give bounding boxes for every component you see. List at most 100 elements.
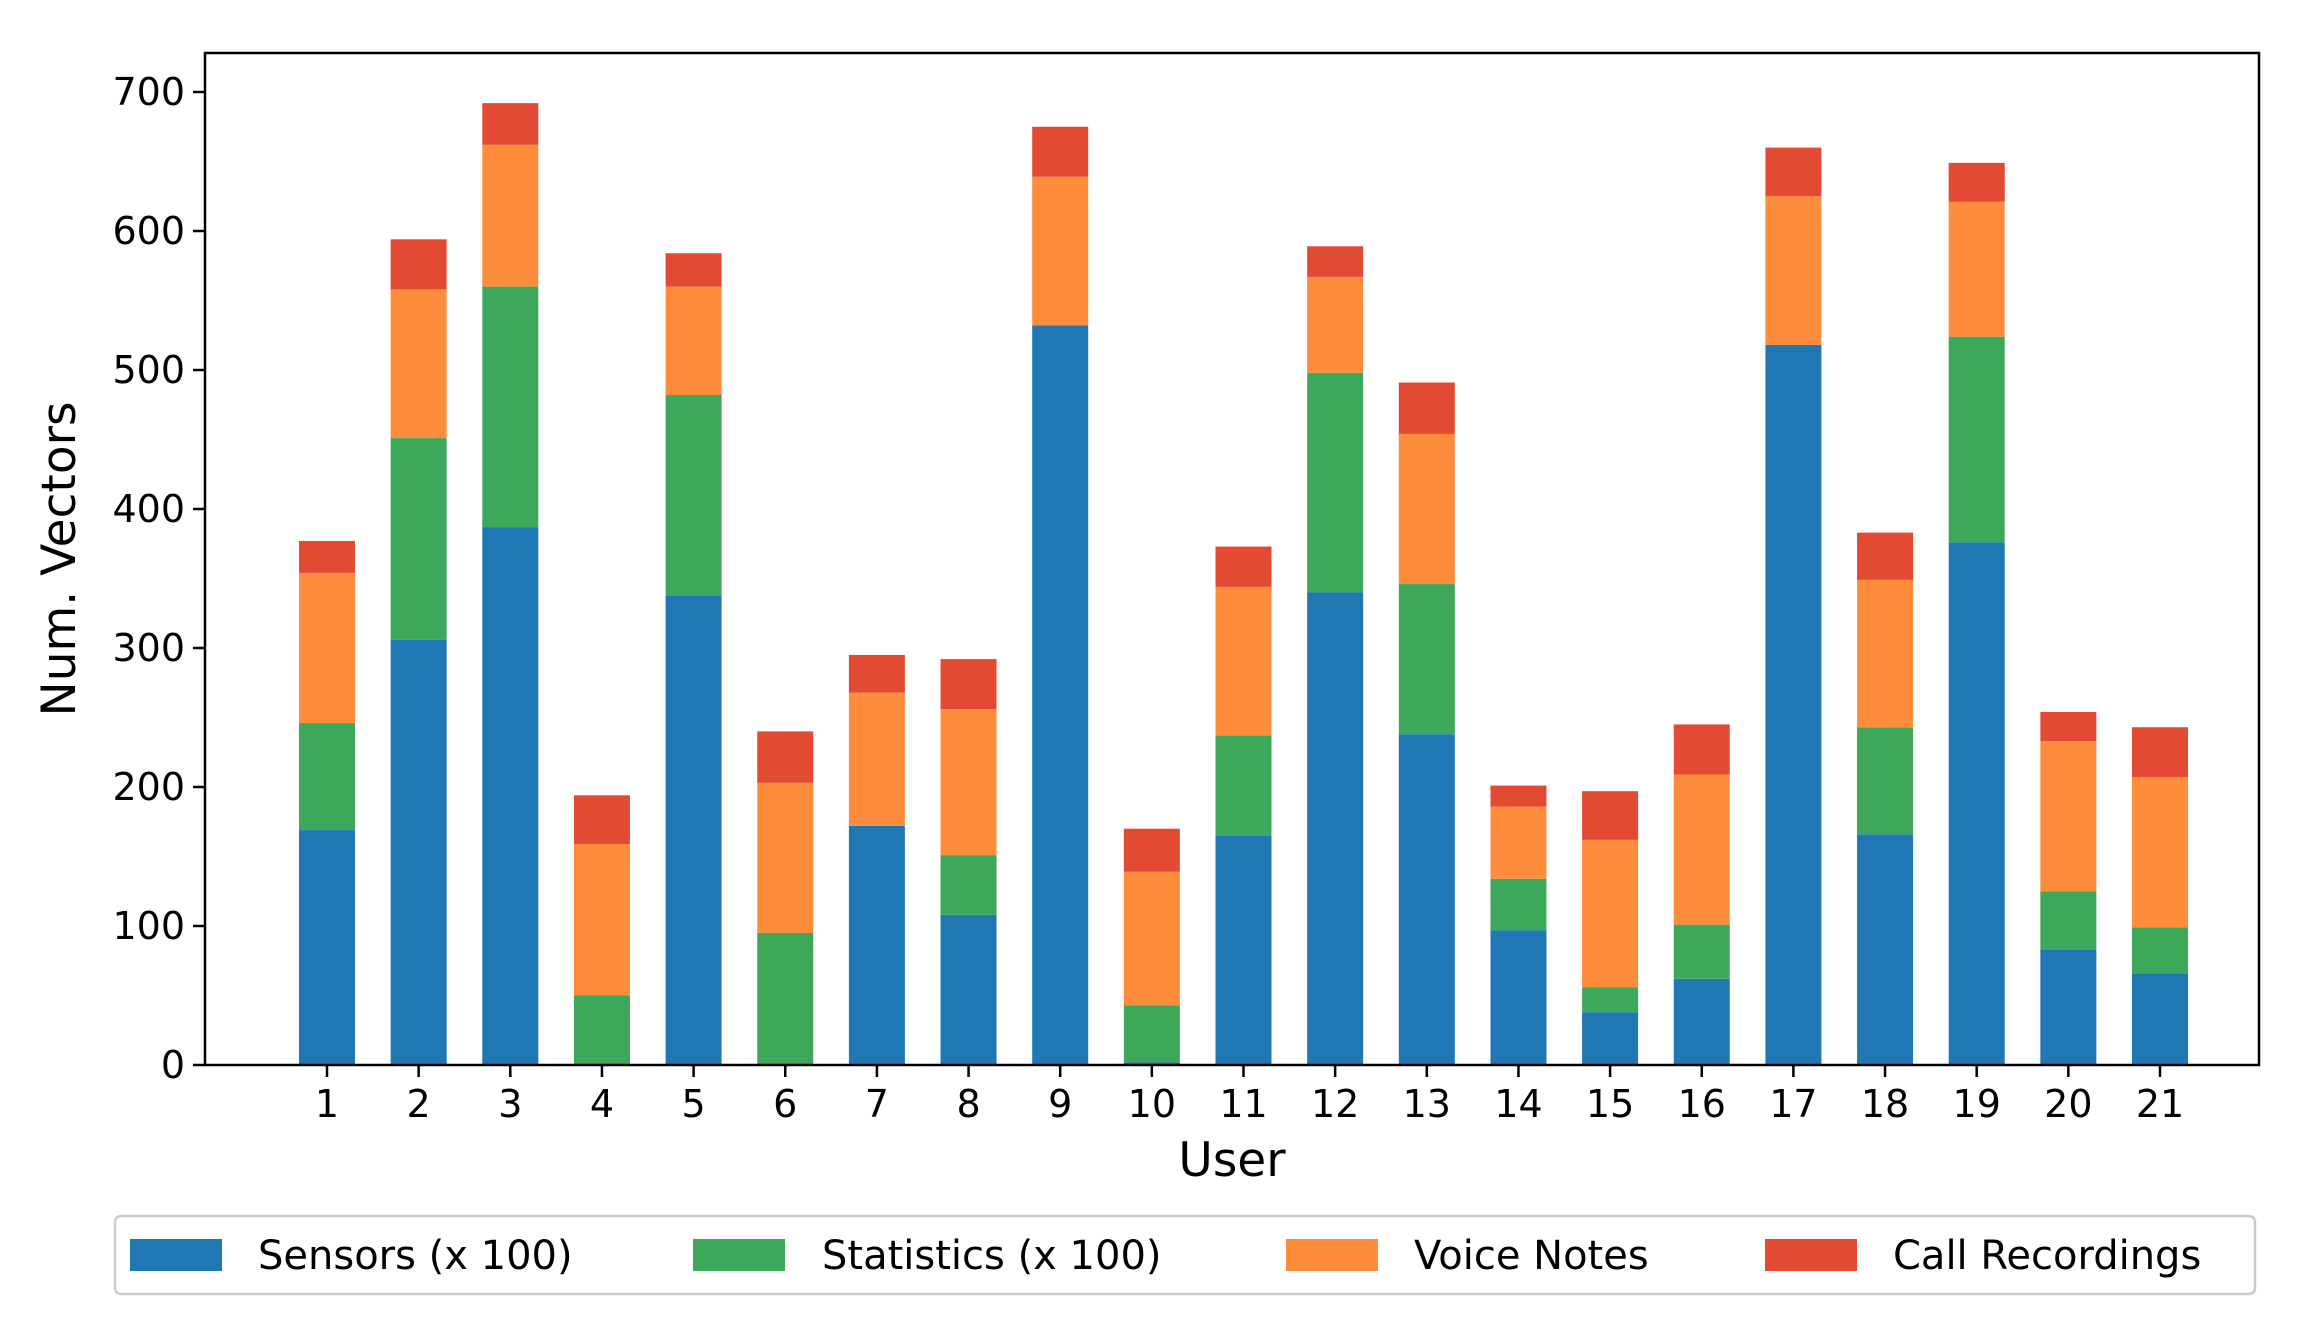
- bar-user-3-series-1: [482, 286, 539, 528]
- y-axis: 0 100 200 300 400 500 600 700: [112, 70, 205, 1087]
- bar-user-19-series-1: [1948, 336, 2005, 543]
- bar-user-8-series-0: [940, 914, 997, 1065]
- x-tick-label: 17: [1769, 1082, 1817, 1126]
- x-tick-label: 19: [1953, 1082, 2001, 1126]
- bar-user-9-series-2: [1032, 176, 1089, 326]
- bar-user-20-series-2: [2040, 741, 2097, 892]
- bar-user-11-series-3: [1215, 546, 1272, 587]
- bar-user-4-series-1: [573, 995, 630, 1065]
- legend-label-call-recordings: Call Recordings: [1893, 1233, 2201, 1279]
- bar-user-18-series-0: [1857, 834, 1914, 1065]
- x-tick-label: 2: [407, 1082, 431, 1126]
- bar-user-7-series-3: [848, 654, 905, 693]
- bar-user-3-series-3: [482, 103, 539, 145]
- bar-user-14-series-3: [1490, 785, 1547, 807]
- bar-user-19-series-0: [1948, 542, 2005, 1065]
- y-tick-label: 300: [112, 626, 185, 670]
- bar-user-12-series-2: [1307, 276, 1364, 373]
- bar-user-13-series-2: [1398, 433, 1455, 585]
- legend-label-voice-notes: Voice Notes: [1414, 1233, 1649, 1279]
- bar-user-16-series-3: [1673, 724, 1730, 775]
- x-tick-label: 20: [2044, 1082, 2092, 1126]
- y-axis-label: Num. Vectors: [32, 402, 87, 717]
- bar-user-21-series-1: [2132, 927, 2188, 974]
- bar-user-21-series-2: [2132, 777, 2188, 928]
- bar-user-16-series-2: [1673, 774, 1730, 925]
- bar-user-20-series-1: [2040, 891, 2097, 950]
- x-tick-label: 16: [1678, 1082, 1726, 1126]
- y-tick-label: 200: [112, 765, 185, 809]
- x-tick-label: 21: [2136, 1082, 2184, 1126]
- bar-user-20-series-0: [2040, 949, 2097, 1065]
- bar-user-18-series-1: [1857, 727, 1914, 835]
- bar-user-4-series-2: [573, 843, 630, 996]
- bar-user-8-series-3: [940, 659, 997, 710]
- bar-user-6-series-1: [757, 932, 814, 1065]
- bar-user-16-series-0: [1673, 978, 1730, 1065]
- bar-user-2-series-3: [390, 239, 447, 290]
- legend-swatch-call-recordings: [1765, 1239, 1857, 1271]
- bar-user-11-series-2: [1215, 586, 1272, 736]
- bar-user-13-series-1: [1398, 584, 1455, 735]
- bar-user-1-series-2: [299, 572, 355, 724]
- bar-user-12-series-1: [1307, 372, 1364, 593]
- legend-swatch-voice-notes: [1286, 1239, 1378, 1271]
- bar-user-15-series-2: [1582, 839, 1639, 988]
- bar-user-17-series-3: [1765, 147, 1822, 197]
- bar-user-3-series-2: [482, 144, 539, 287]
- bar-user-10-series-3: [1123, 828, 1180, 872]
- x-tick-label: 15: [1586, 1082, 1634, 1126]
- bar-user-19-series-2: [1948, 201, 2005, 337]
- x-tick-label: 3: [498, 1082, 522, 1126]
- bar-user-4-series-3: [573, 795, 630, 844]
- bar-user-17-series-2: [1765, 196, 1822, 345]
- x-tick-label: 14: [1494, 1082, 1542, 1126]
- bar-user-16-series-1: [1673, 924, 1730, 979]
- y-tick-label: 700: [112, 70, 185, 114]
- bar-user-15-series-0: [1582, 1012, 1639, 1065]
- x-tick-label: 1: [315, 1082, 339, 1126]
- x-tick-label: 8: [956, 1082, 980, 1126]
- bar-user-5-series-3: [665, 253, 722, 287]
- bar-user-12-series-0: [1307, 592, 1364, 1065]
- bar-user-18-series-3: [1857, 532, 1914, 580]
- legend-label-statistics: Statistics (x 100): [822, 1233, 1162, 1279]
- bar-user-21-series-3: [2132, 727, 2188, 778]
- bar-user-21-series-0: [2132, 973, 2188, 1065]
- bar-user-2-series-2: [390, 289, 447, 439]
- bar-user-8-series-1: [940, 855, 997, 915]
- x-axis: 1 2 3 4 5 6 7 8 9 10 11 12 13 14 15 16 17 18 19 20 21: [315, 1065, 2184, 1126]
- bar-user-12-series-3: [1307, 246, 1364, 277]
- bar-user-14-series-1: [1490, 878, 1547, 931]
- x-tick-label: 18: [1861, 1082, 1909, 1126]
- x-tick-label: 5: [682, 1082, 706, 1126]
- bar-user-15-series-3: [1582, 791, 1639, 840]
- x-tick-label: 7: [865, 1082, 889, 1126]
- y-tick-label: 500: [112, 348, 185, 392]
- x-tick-label: 11: [1219, 1082, 1267, 1126]
- bar-user-15-series-1: [1582, 987, 1639, 1013]
- y-tick-label: 400: [112, 487, 185, 531]
- bar-user-20-series-3: [2040, 711, 2097, 742]
- x-tick-label: 9: [1048, 1082, 1072, 1126]
- bar-user-6-series-3: [757, 731, 814, 783]
- bar-user-14-series-2: [1490, 806, 1547, 879]
- legend-swatch-statistics: [693, 1239, 785, 1271]
- bar-user-5-series-0: [665, 595, 722, 1065]
- legend: Sensors (x 100) Statistics (x 100) Voice…: [113, 1214, 2257, 1296]
- x-tick-label: 13: [1403, 1082, 1451, 1126]
- bar-user-9-series-0: [1032, 325, 1089, 1065]
- x-axis-label: User: [1178, 1133, 1286, 1188]
- x-tick-label: 4: [590, 1082, 614, 1126]
- bar-user-10-series-1: [1123, 1005, 1180, 1063]
- bar-user-11-series-1: [1215, 735, 1272, 836]
- x-tick-label: 12: [1311, 1082, 1359, 1126]
- y-tick-label: 600: [112, 209, 185, 253]
- bar-user-10-series-2: [1123, 871, 1180, 1006]
- bar-user-9-series-3: [1032, 126, 1089, 177]
- bar-user-18-series-2: [1857, 579, 1914, 728]
- bar-user-13-series-0: [1398, 734, 1455, 1065]
- bar-user-17-series-0: [1765, 344, 1822, 1066]
- x-tick-label: 10: [1128, 1082, 1176, 1126]
